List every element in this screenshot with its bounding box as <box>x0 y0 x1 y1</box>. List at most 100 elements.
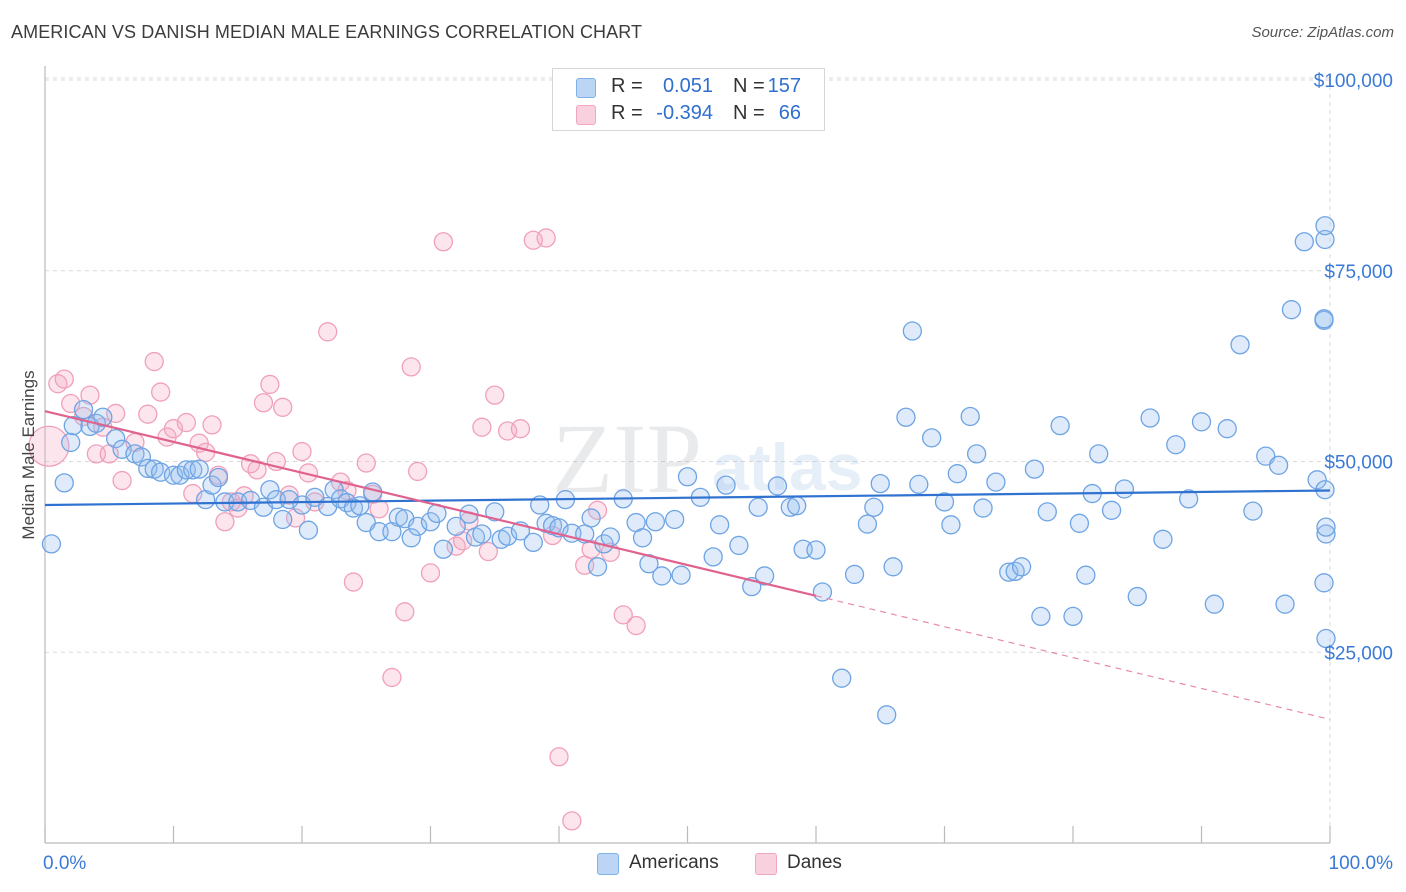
data-point <box>195 442 216 462</box>
legend-label: Danes <box>787 852 842 873</box>
data-point <box>369 499 389 519</box>
data-point <box>73 399 94 420</box>
data-point <box>549 747 569 767</box>
data-point <box>1050 415 1070 436</box>
data-point <box>1314 309 1334 329</box>
data-point <box>28 425 70 467</box>
danes-swatch <box>576 105 596 125</box>
data-point <box>144 351 164 372</box>
data-point <box>273 397 293 417</box>
y-tick-label: $25,000 <box>1324 643 1393 664</box>
data-point <box>832 668 852 688</box>
data-point <box>1191 412 1212 432</box>
data-point <box>754 566 775 586</box>
data-point <box>665 509 685 530</box>
data-point <box>748 497 768 517</box>
data-point <box>587 500 608 520</box>
data-point <box>1316 524 1336 544</box>
data-point <box>1153 529 1173 549</box>
data-point <box>877 705 897 725</box>
americans-trend-line <box>44 489 1331 507</box>
data-point <box>41 534 62 554</box>
data-point <box>176 412 197 433</box>
data-point <box>1281 300 1302 320</box>
data-point <box>1089 444 1109 464</box>
data-point <box>934 492 955 512</box>
n-label: N = <box>733 102 765 124</box>
data-point <box>613 605 633 625</box>
data-point <box>787 496 807 516</box>
y-tick-label: $100,000 <box>1314 71 1393 92</box>
data-point <box>587 557 608 577</box>
data-point <box>973 498 993 518</box>
data-point <box>536 228 556 248</box>
data-point <box>1127 586 1147 607</box>
data-point <box>61 432 81 453</box>
data-point <box>215 512 235 532</box>
data-point <box>54 473 74 493</box>
data-point <box>1101 500 1122 520</box>
data-point <box>941 515 961 535</box>
data-point <box>729 535 749 556</box>
data-point <box>1316 628 1336 649</box>
chart-title: AMERICAN VS DANISH MEDIAN MALE EARNINGS … <box>11 22 643 42</box>
r-label: R = <box>611 102 643 124</box>
data-point <box>202 475 222 495</box>
data-point <box>93 407 113 427</box>
trend-lines <box>44 410 1331 720</box>
data-point <box>343 572 364 592</box>
n-value: 66 <box>778 102 801 124</box>
data-point <box>709 515 730 535</box>
data-point <box>1011 557 1032 577</box>
data-point <box>401 357 421 377</box>
data-point <box>510 419 531 439</box>
data-point <box>716 475 736 495</box>
data-point <box>420 563 441 583</box>
data-point <box>966 444 987 464</box>
data-point <box>395 602 415 622</box>
data-point <box>986 472 1006 492</box>
data-point <box>806 540 826 560</box>
data-point <box>1243 501 1263 521</box>
data-point <box>600 527 621 547</box>
series-points <box>28 216 1336 831</box>
data-point <box>407 461 428 482</box>
watermark-atlas: atlas <box>712 430 862 504</box>
data-point <box>632 528 653 548</box>
data-point <box>54 369 74 389</box>
correlation-legend: R = 0.051 N = 157 R = -0.394 N = 66 <box>552 68 825 131</box>
y-tick-label: $50,000 <box>1324 453 1393 474</box>
data-point <box>446 516 466 537</box>
data-point <box>401 528 421 548</box>
data-point <box>844 564 865 585</box>
y-tick-label: $75,000 <box>1324 262 1393 283</box>
data-point <box>1294 232 1314 252</box>
r-value: 0.051 <box>662 75 713 97</box>
data-point <box>857 514 878 534</box>
data-point <box>1275 594 1295 614</box>
data-point <box>1031 606 1051 627</box>
data-point <box>433 539 454 559</box>
data-point <box>1315 229 1335 250</box>
danes-trend-line <box>44 410 817 597</box>
data-point <box>1024 459 1045 479</box>
tick-labels: $25,000 $50,000 $75,000 $100,000 0.0% 100.0% <box>43 71 1393 874</box>
data-point <box>388 507 409 527</box>
data-point <box>780 497 800 517</box>
danes-trend-extension <box>815 595 1331 720</box>
data-point <box>382 667 402 688</box>
n-label: N = <box>733 75 765 97</box>
data-point <box>947 464 967 484</box>
americans-swatch <box>576 78 596 98</box>
data-point <box>902 321 923 341</box>
n-value: 157 <box>767 75 801 97</box>
data-point <box>1217 419 1237 439</box>
data-point <box>652 566 672 586</box>
data-point <box>356 453 376 473</box>
data-point <box>253 393 274 413</box>
watermark-zip: ZIP <box>552 403 702 514</box>
data-point <box>909 474 929 495</box>
data-point <box>106 428 126 449</box>
data-point <box>870 473 890 494</box>
